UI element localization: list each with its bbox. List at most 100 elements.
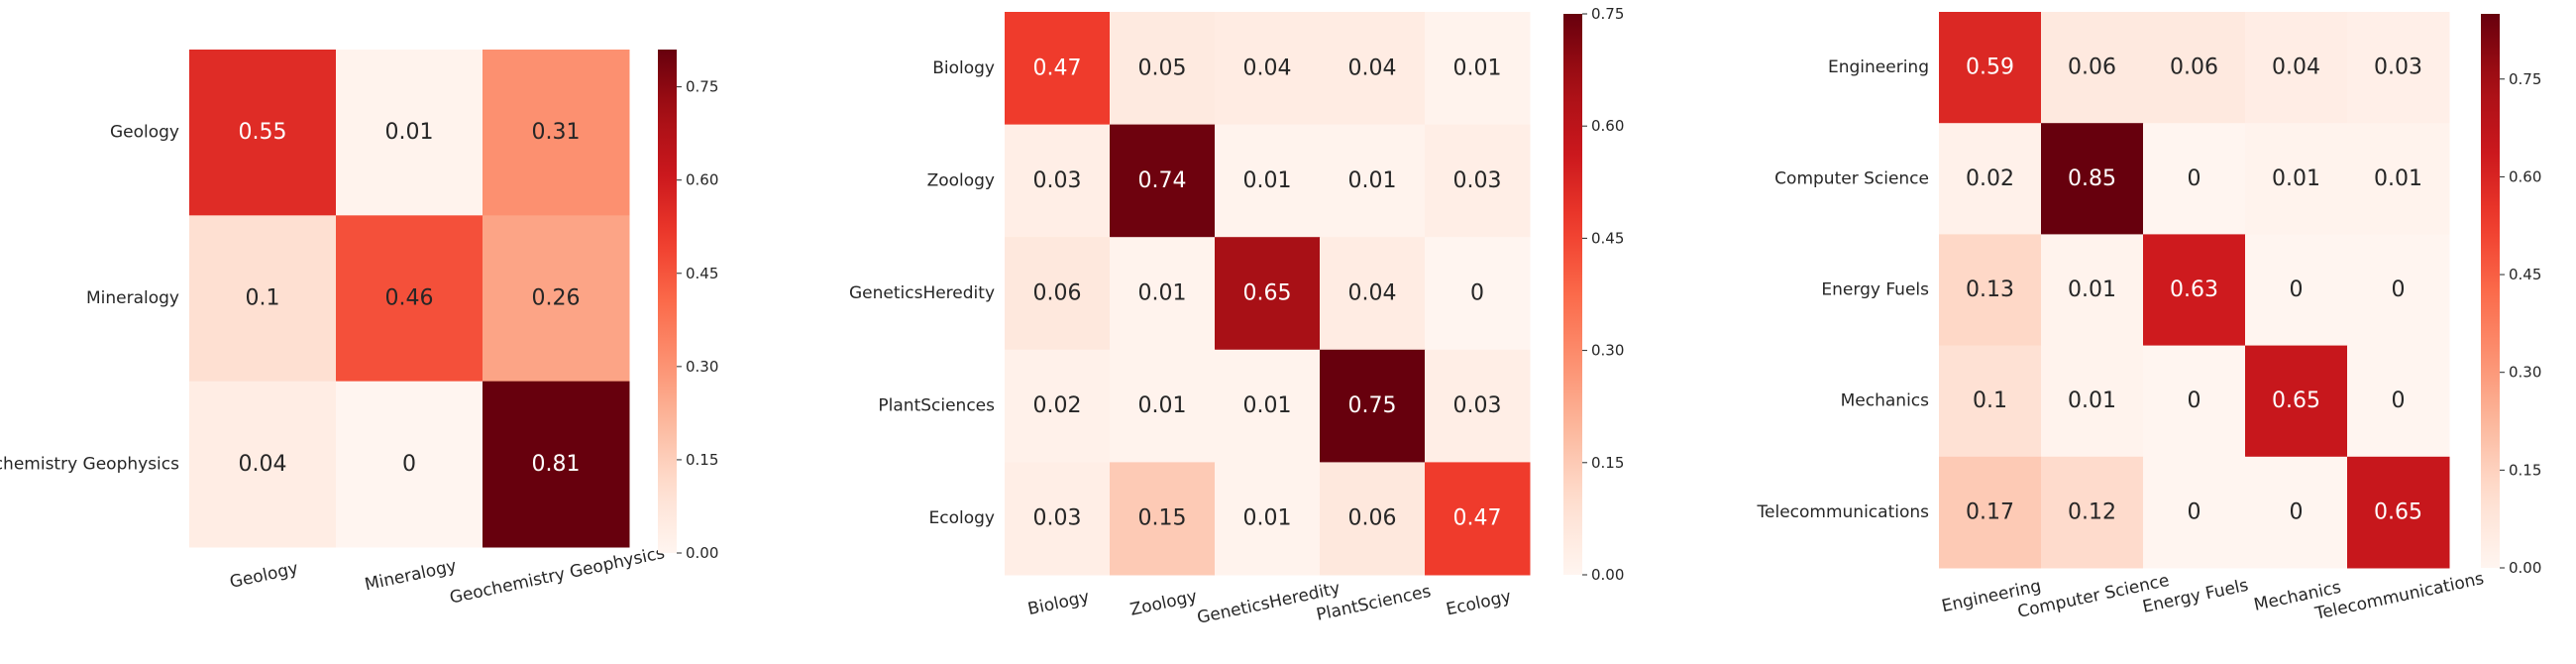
- heatmap-cell: [2041, 234, 2144, 347]
- heatmap-cell: [2347, 123, 2450, 235]
- heatmap-cell-value: 0.03: [2374, 55, 2422, 80]
- y-tick-label: Geology: [110, 123, 179, 143]
- heatmap-cell: [1215, 12, 1321, 126]
- heatmap-cell-value: 0.01: [1243, 506, 1292, 531]
- heatmap-cell: [2347, 456, 2450, 569]
- x-tick-label: Zoology: [1128, 587, 1199, 620]
- heatmap-cell-value: 0.75: [1348, 393, 1397, 418]
- heatmap-cell: [1320, 349, 1426, 463]
- heatmap-cell-value: 0.03: [1453, 168, 1502, 193]
- heatmap-cell-value: 0.46: [385, 286, 434, 311]
- heatmap-cell: [2347, 234, 2450, 347]
- heatmap-cell-value: 0.01: [385, 120, 434, 145]
- heatmap-cell: [2245, 456, 2348, 569]
- y-tick-label: Geochemistry Geophysics: [0, 454, 179, 474]
- heatmap-cell-value: 0.12: [2068, 499, 2116, 524]
- heatmap-panel-3: 0.59 0.06 0.06 0.04 0.03 0.02 0.85 0 0.01 0.01 0.1…: [1757, 12, 2541, 624]
- heatmap-cell-value: 0: [2188, 388, 2201, 413]
- y-tick-label: Telecommunications: [1757, 502, 1930, 522]
- heatmap-cell-value: 0.65: [2272, 388, 2320, 413]
- heatmap-cell-value: 0.01: [2374, 166, 2422, 191]
- colorbar-tick-label: 0.15: [686, 451, 718, 469]
- heatmap-cell-value: 0.1: [1973, 388, 2007, 413]
- colorbar-tick-label: 0.30: [686, 358, 718, 376]
- heatmap-cell: [2347, 12, 2450, 124]
- heatmap-cell-value: 0.55: [239, 120, 287, 145]
- heatmap-cell-value: 0: [2392, 388, 2406, 413]
- heatmap-cell: [483, 50, 630, 216]
- heatmap-cell: [1939, 234, 2042, 347]
- colorbar-tick-label: 0.60: [1591, 117, 1624, 135]
- heatmap-cell-value: 0.01: [1138, 393, 1187, 418]
- heatmap-cell: [1005, 462, 1111, 576]
- y-tick-label: Biology: [932, 58, 995, 78]
- y-tick-label: Computer Science: [1774, 168, 1929, 188]
- heatmap-cell-value: 0.13: [1966, 277, 2014, 302]
- heatmap-cell: [1425, 12, 1531, 126]
- x-tick-label: Geology: [228, 559, 300, 593]
- heatmap-cell: [2041, 456, 2144, 569]
- heatmap-cell: [483, 215, 630, 383]
- heatmap-cell-value: 0.63: [2170, 277, 2218, 302]
- heatmap-cell-value: 0.02: [1966, 166, 2014, 191]
- colorbar-tick-label: 0.15: [1591, 454, 1624, 472]
- heatmap-cell: [1939, 12, 2042, 124]
- heatmap-cell-value: 0: [402, 452, 416, 477]
- heatmap-cell: [1320, 462, 1426, 576]
- y-tick-label: PlantSciences: [878, 396, 995, 416]
- heatmap-cell-value: 0.65: [2374, 499, 2422, 524]
- y-tick-label: Energy Fuels: [1821, 280, 1929, 300]
- heatmap-cell: [2041, 12, 2144, 124]
- heatmap-cell-value: 0.06: [2170, 55, 2218, 80]
- colorbar: [2481, 14, 2500, 568]
- heatmap-cell: [1215, 349, 1321, 463]
- heatmap-cell-value: 0.47: [1453, 506, 1502, 531]
- heatmap-cell: [1939, 123, 2042, 235]
- heatmap-cell: [189, 50, 337, 216]
- heatmap-cell-value: 0.04: [239, 452, 287, 477]
- colorbar-tick-label: 0.75: [2509, 70, 2541, 88]
- heatmap-cell: [2245, 123, 2348, 235]
- y-tick-label: Mineralogy: [86, 288, 179, 308]
- x-tick-label: Ecology: [1445, 587, 1513, 619]
- colorbar-tick-label: 0.45: [2509, 266, 2541, 283]
- heatmap-cell: [2245, 12, 2348, 124]
- heatmap-cell-value: 0.65: [1243, 281, 1292, 306]
- heatmap-cell-value: 0.01: [1453, 55, 1502, 80]
- heatmap-cell: [189, 381, 337, 548]
- heatmap-cell-value: 0.02: [1033, 393, 1082, 418]
- heatmap-cell: [2245, 234, 2348, 347]
- heatmap-cell: [1425, 462, 1531, 576]
- heatmap-cell-value: 0.04: [1348, 55, 1397, 80]
- heatmap-cell: [2143, 123, 2246, 235]
- heatmap-cell: [336, 50, 483, 216]
- heatmap-cell-value: 0.01: [1243, 168, 1292, 193]
- heatmap-cell-value: 0: [1470, 281, 1484, 306]
- heatmap-cell: [1005, 349, 1111, 463]
- colorbar-tick-label: 0.60: [686, 171, 718, 189]
- heatmap-cell-value: 0.01: [2068, 277, 2116, 302]
- heatmap-cell: [1110, 349, 1216, 463]
- heatmap-cell-value: 0: [2290, 277, 2304, 302]
- heatmap-cell: [2347, 345, 2450, 458]
- colorbar-tick-label: 0.45: [1591, 229, 1624, 247]
- heatmap-cell: [189, 215, 337, 383]
- y-tick-label: Ecology: [929, 508, 995, 528]
- heatmap-cell-value: 0.06: [1033, 281, 1082, 306]
- heatmap-cell: [1005, 12, 1111, 126]
- colorbar-tick-label: 0.75: [686, 78, 718, 96]
- heatmap-cell-value: 0.81: [532, 452, 581, 477]
- heatmap-cell-value: 0.17: [1966, 499, 2014, 524]
- colorbar-tick-label: 0.00: [2509, 559, 2541, 577]
- heatmap-cell: [2143, 345, 2246, 458]
- heatmap-cell-value: 0.1: [246, 286, 280, 311]
- heatmap-cell-value: 0.26: [532, 286, 581, 311]
- heatmap-cell: [1005, 124, 1111, 238]
- heatmap-cell: [1110, 237, 1216, 351]
- heatmap-cell: [1110, 124, 1216, 238]
- colorbar: [658, 50, 677, 553]
- heatmap-cell-value: 0.74: [1138, 168, 1187, 193]
- heatmap-cell-value: 0: [2392, 277, 2406, 302]
- heatmap-panel-1: 0.55 0.01 0.31 0.1 0.46 0.26 0.04 0 0.81 Geology M…: [0, 50, 718, 609]
- heatmap-cell: [336, 215, 483, 383]
